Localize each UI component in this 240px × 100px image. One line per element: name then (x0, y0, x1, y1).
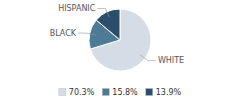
slice-label: HISPANIC (58, 4, 96, 13)
legend-item: 70.3% (59, 88, 95, 97)
legend: 70.3% 15.8% 13.9% (59, 88, 182, 97)
slice-label: BLACK (50, 29, 77, 38)
legend-swatch (146, 89, 153, 96)
leader-line (140, 55, 156, 61)
pie (89, 9, 151, 71)
pie-slice (96, 9, 120, 40)
slice-labels: WHITE BLACK HISPANIC (50, 4, 184, 65)
leader-line (97, 9, 109, 18)
legend-item: 15.8% (102, 88, 138, 97)
slice-label: WHITE (158, 56, 184, 65)
legend-label: 70.3% (69, 88, 95, 97)
legend-swatch (59, 89, 66, 96)
legend-label: 15.8% (112, 88, 138, 97)
legend-swatch (102, 89, 109, 96)
chart: WHITE BLACK HISPANIC 70.3% 15.8% 13.9% (0, 0, 240, 100)
legend-item: 13.9% (146, 88, 182, 97)
leader-line (78, 33, 96, 35)
legend-label: 13.9% (156, 88, 182, 97)
